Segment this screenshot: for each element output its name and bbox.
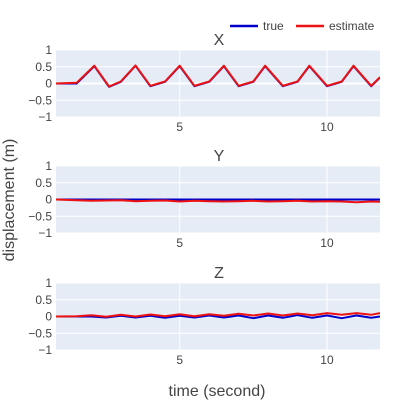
x-tick-label: 10: [320, 236, 334, 250]
y-tick-label: −1: [38, 226, 52, 240]
y-tick-label: 0.5: [35, 293, 52, 307]
x-tick-label: 10: [320, 353, 334, 367]
series-line-estimate-x: [56, 64, 380, 88]
legend-label-estimate: estimate: [329, 19, 375, 33]
y-tick-label: 0.5: [35, 176, 52, 190]
y-tick-label: −1: [38, 343, 52, 357]
subplot-z: 1 0.5 0 −0.5 −1 5 10 Z: [28, 265, 380, 367]
x-tick-label: 10: [320, 120, 334, 134]
y-tick-label: 0: [45, 77, 52, 91]
y-tick-label: 0: [45, 193, 52, 207]
subplot-title: Z: [214, 265, 224, 282]
y-tick-label: 0: [45, 310, 52, 324]
y-tick-label: −0.5: [28, 209, 52, 223]
legend-label-true: true: [263, 19, 284, 33]
y-tick-label: 1: [45, 43, 52, 57]
y-tick-label: −0.5: [28, 326, 52, 340]
y-tick-label: 1: [45, 159, 52, 173]
subplot-title: X: [214, 32, 225, 49]
y-tick-label: 1: [45, 276, 52, 290]
y-tick-label: −1: [38, 110, 52, 124]
subplot-title: Y: [214, 148, 225, 165]
y-axis-title: displacement (m): [1, 139, 18, 262]
subplot-x: 1 0.5 0 −0.5 −1 5 10 X: [28, 32, 380, 134]
subplot-y: 1 0.5 0 −0.5 −1 5 10 Y: [28, 148, 380, 250]
y-tick-label: −0.5: [28, 93, 52, 107]
series-line-estimate-z: [56, 312, 380, 318]
x-tick-label: 5: [176, 353, 183, 367]
x-tick-label: 5: [176, 120, 183, 134]
subplots: 1 0.5 0 −0.5 −1 5 10 X 1 0.5 0 −0.5 −1 5 10 Y 1 0.5 0 −0.5 −…: [28, 32, 380, 367]
series-line-estimate-y: [56, 198, 380, 204]
x-tick-label: 5: [176, 236, 183, 250]
x-axis-title: time (second): [169, 383, 266, 400]
legend: true estimate: [230, 19, 375, 33]
y-tick-label: 0.5: [35, 60, 52, 74]
